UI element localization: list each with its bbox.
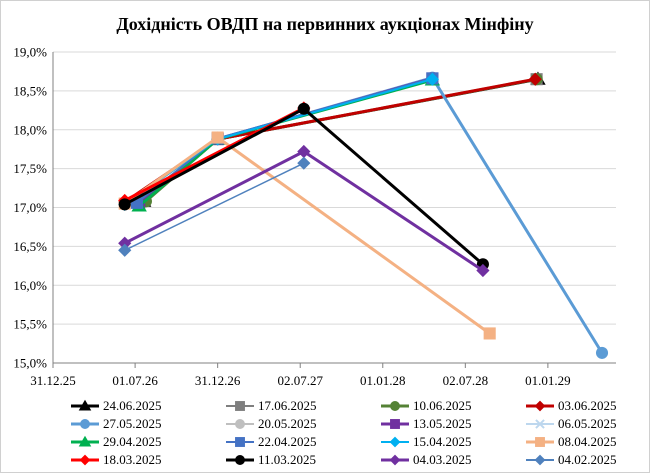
series-13.05.2025 [133, 72, 439, 210]
legend-swatch-marker [535, 419, 545, 429]
legend-label: 04.03.2025 [413, 452, 472, 467]
legend-entry: 18.03.2025 [71, 452, 162, 467]
legend-entry: 24.06.2025 [71, 398, 162, 413]
legend-swatch-marker [389, 436, 401, 448]
data-point [476, 263, 490, 278]
legend-label: 17.06.2025 [258, 398, 317, 413]
legend-swatch-marker [235, 437, 245, 447]
data-point [528, 72, 542, 86]
series-17.06.2025 [130, 73, 543, 209]
legend-entry: 15.04.2025 [381, 434, 472, 449]
series-22.04.2025 [130, 72, 439, 209]
data-point [297, 144, 311, 159]
legend-label: 10.06.2025 [413, 398, 472, 413]
series-line [125, 78, 433, 205]
y-tick-label: 18,5% [13, 83, 47, 98]
y-tick-label: 17,0% [13, 200, 47, 215]
series-29.04.2025 [131, 72, 441, 212]
data-point [483, 327, 496, 340]
legend-label: 04.02.2025 [558, 452, 617, 467]
series-03.06.2025 [118, 72, 542, 209]
x-tick-label: 31.12.25 [30, 373, 76, 388]
legend-swatch-marker [235, 419, 245, 429]
legend-label: 06.05.2025 [558, 416, 617, 431]
legend-swatch-marker [235, 401, 245, 411]
legend-entry: 11.03.2025 [226, 452, 316, 467]
legend-label: 22.04.2025 [258, 434, 317, 449]
legend-label: 15.04.2025 [413, 434, 472, 449]
legend-swatch-marker [535, 437, 545, 447]
legend-swatch-marker [235, 455, 245, 465]
y-tick-label: 17,5% [13, 161, 47, 176]
y-tick-label: 16,5% [13, 239, 47, 254]
legend-swatch-marker [78, 435, 92, 447]
series-04.02.2025 [118, 156, 311, 257]
legend-entry: 17.06.2025 [226, 398, 317, 413]
series-06.05.2025 [119, 73, 439, 210]
y-tick-label: 16,0% [13, 278, 47, 293]
legend-swatch-marker [79, 454, 91, 466]
legend-swatch-marker [534, 400, 546, 412]
legend-swatch-marker [80, 419, 90, 429]
legend-label: 24.06.2025 [103, 398, 162, 413]
series-line [123, 77, 536, 204]
data-point [595, 346, 609, 359]
legend-entry: 08.04.2025 [526, 434, 617, 449]
data-point [211, 131, 224, 144]
data-point [297, 102, 310, 115]
series-line [124, 162, 305, 251]
x-tick-label: 01.01.29 [525, 373, 571, 388]
x-tick-label: 02.07.28 [443, 373, 489, 388]
legend-entry: 22.04.2025 [226, 434, 317, 449]
series-line [124, 77, 433, 205]
legend-label: 08.04.2025 [558, 434, 617, 449]
data-point [425, 72, 439, 86]
data-point [118, 243, 132, 257]
legend-entry: 27.05.2025 [71, 416, 162, 431]
legend-entry: 13.05.2025 [381, 416, 472, 431]
legend-label: 18.03.2025 [103, 452, 162, 467]
series-15.04.2025 [118, 72, 439, 211]
x-tick-label: 01.07.26 [112, 373, 158, 388]
data-point [297, 156, 311, 170]
legend-swatch-marker [390, 419, 400, 429]
legend-entry: 03.06.2025 [526, 398, 617, 413]
legend-label: 13.05.2025 [413, 416, 472, 431]
legend-entry: 20.05.2025 [226, 416, 317, 431]
legend-label: 03.06.2025 [558, 398, 617, 413]
series-line [136, 78, 537, 203]
legend-swatch-marker [78, 399, 92, 411]
chart-title: Дохідність ОВДП на первинних аукціонах М… [116, 14, 533, 34]
legend-entry: 10.06.2025 [381, 398, 472, 413]
series-04.03.2025 [118, 144, 490, 278]
legend-label: 11.03.2025 [258, 452, 316, 467]
legend-label: 20.05.2025 [258, 416, 317, 431]
y-tick-label: 15,5% [13, 317, 47, 332]
legend-entry: 06.05.2025 [526, 416, 617, 431]
legend-label: 29.04.2025 [103, 434, 162, 449]
legend-label: 27.05.2025 [103, 416, 162, 431]
legend-swatch-marker [534, 454, 546, 466]
legend-swatch-marker [389, 454, 401, 466]
y-tick-label: 18,0% [13, 122, 47, 137]
legend-swatch-marker [390, 401, 400, 411]
y-tick-label: 15,0% [13, 356, 47, 371]
x-tick-label: 01.01.28 [360, 373, 406, 388]
series-line [124, 78, 433, 206]
legend-entry: 04.03.2025 [381, 452, 472, 467]
y-tick-label: 19,0% [13, 45, 47, 60]
legend-entry: 04.02.2025 [526, 452, 617, 467]
x-tick-label: 31.12.26 [195, 373, 241, 388]
series-line [123, 107, 484, 266]
x-tick-label: 02.07.27 [277, 373, 323, 388]
series-27.05.2025 [118, 71, 609, 359]
series-11.03.2025 [118, 102, 489, 271]
data-point [118, 198, 131, 211]
legend-entry: 29.04.2025 [71, 434, 162, 449]
data-point [118, 236, 132, 250]
